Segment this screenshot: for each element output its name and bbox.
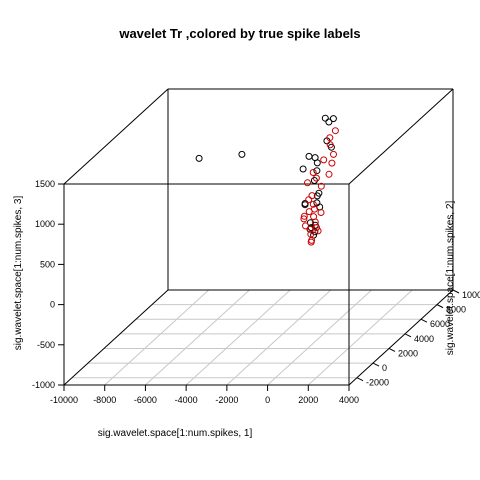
box-edge	[63, 88, 169, 185]
z-tick-label: -500	[37, 340, 55, 350]
y-tick-label: 0	[382, 363, 387, 373]
data-point	[309, 169, 317, 176]
data-point	[317, 182, 325, 190]
data-point	[320, 156, 328, 164]
box-edge	[348, 88, 454, 185]
data-point	[302, 222, 309, 230]
data-point	[326, 141, 334, 149]
data-point	[321, 114, 329, 122]
x-tick-label: 4000	[339, 395, 359, 405]
grid-line-x	[145, 289, 250, 386]
grid-line-x	[267, 289, 372, 386]
data-point	[307, 238, 315, 246]
z-axis-label: sig.wavelet.space[1:num.spikes, 3]	[13, 196, 24, 351]
y-tick-mark	[404, 333, 412, 338]
y-tick-label: 2000	[398, 348, 418, 358]
y-tick-mark	[436, 304, 444, 309]
data-point	[313, 224, 320, 232]
data-point	[305, 152, 313, 160]
y-tick-mark	[372, 362, 380, 367]
data-point	[305, 208, 313, 216]
z-tick-label: -1000	[32, 380, 55, 390]
data-point	[330, 150, 337, 158]
data-point	[314, 227, 322, 235]
grid-line-x	[104, 289, 210, 386]
data-point	[300, 212, 308, 220]
x-axis-label: sig.wavelet.space[1:num.spikes, 1]	[98, 428, 253, 439]
data-point	[315, 189, 323, 197]
data-point	[328, 159, 336, 167]
y-tick-label: 10000	[462, 290, 480, 300]
y-tick-label: 4000	[414, 334, 434, 344]
x-tick-label: 2000	[298, 395, 318, 405]
y-axis-label: sig.wavelet.space[1:num.spikes, 2]	[445, 201, 456, 356]
grid-line-x	[226, 289, 332, 386]
x-tick-label: 0	[265, 395, 270, 405]
z-tick-label: 500	[40, 259, 55, 269]
y-tick-mark	[388, 348, 396, 352]
x-tick-label: -4000	[175, 395, 198, 405]
y-tick-label: -2000	[366, 378, 389, 388]
z-tick-label: 1500	[35, 179, 55, 189]
data-point	[317, 209, 325, 216]
data-point	[304, 179, 311, 187]
data-points	[195, 114, 339, 246]
y-tick-mark	[420, 318, 428, 323]
data-point	[301, 201, 309, 209]
box-edge	[348, 289, 454, 386]
box-edge	[63, 289, 169, 386]
data-point	[309, 200, 317, 208]
data-point	[313, 159, 321, 167]
z-tick-label: 0	[50, 300, 55, 310]
data-point	[305, 196, 313, 204]
grid-line-x	[185, 289, 291, 386]
data-point	[326, 134, 334, 142]
floor-grid	[72, 289, 437, 386]
x-tick-label: -2000	[215, 395, 238, 405]
chart-title: wavelet Tr ,colored by true spike labels	[118, 26, 360, 41]
data-point	[325, 170, 333, 178]
x-tick-label: -8000	[93, 395, 116, 405]
data-point	[195, 154, 203, 162]
data-point	[312, 174, 320, 182]
y-tick-mark	[452, 289, 460, 294]
data-point	[329, 115, 337, 123]
y-tick-mark	[356, 377, 364, 382]
data-point	[331, 127, 339, 135]
data-point	[299, 165, 307, 173]
y-tick-label: 6000	[430, 319, 450, 329]
z-tick-label: 1000	[35, 219, 55, 229]
x-tick-label: -6000	[134, 395, 157, 405]
data-point	[313, 167, 321, 175]
axis-ticks: -10000 -8000 -6000 -4000 -2000 0 2000 4000-2000…	[32, 179, 480, 405]
data-point	[238, 150, 246, 158]
bounding-box	[63, 88, 454, 386]
grid-line-x	[307, 289, 413, 386]
y-tick-label: 8000	[446, 305, 466, 315]
data-point	[300, 215, 308, 223]
x-tick-label: -10000	[50, 395, 78, 405]
data-point	[325, 118, 333, 126]
